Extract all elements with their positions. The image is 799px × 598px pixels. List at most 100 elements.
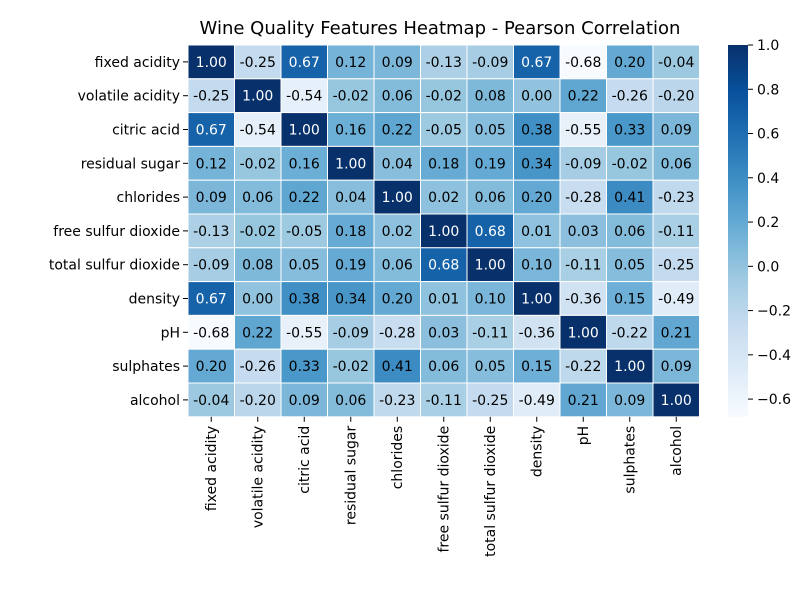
row-label: pH — [161, 325, 180, 341]
cell-value-label: -0.26 — [612, 89, 648, 105]
cell-value-label: 0.67 — [289, 55, 320, 71]
cell-value-label: -0.02 — [240, 224, 276, 240]
heatmap-cell — [187, 213, 235, 249]
heatmap-cell — [606, 247, 654, 283]
heatmap-cell — [606, 44, 654, 80]
cell-value-label: 0.05 — [289, 258, 320, 274]
cell-value-label: 1.00 — [428, 224, 459, 240]
cell-value-label: -0.11 — [658, 224, 694, 240]
colorbar-gradient — [728, 45, 748, 417]
heatmap-cell — [513, 314, 561, 350]
chart-title: Wine Quality Features Heatmap - Pearson … — [200, 18, 681, 39]
cell-value-label: 0.08 — [242, 258, 273, 274]
heatmap-cell — [420, 382, 468, 418]
cell-value-label: -0.54 — [240, 123, 276, 139]
heatmap-cell — [327, 247, 375, 283]
cell-value-label: 0.06 — [242, 190, 273, 206]
heatmap-cell — [373, 382, 421, 418]
cell-value-label: 0.67 — [196, 123, 227, 139]
cell-value-label: 0.06 — [428, 359, 459, 375]
cell-value-label: 0.10 — [521, 258, 552, 274]
heatmap-cell — [466, 281, 514, 316]
cell-value-label: -0.68 — [193, 325, 229, 341]
heatmap-cell — [420, 213, 468, 249]
cell-value-label: -0.55 — [286, 325, 322, 341]
column-label: total sulfur dioxide — [483, 426, 499, 557]
cell-value-label: 1.00 — [335, 156, 366, 172]
row-label: residual sugar — [81, 156, 181, 172]
heatmap-cell — [187, 281, 235, 316]
heatmap-cell — [187, 78, 235, 114]
column-label: fixed acidity — [204, 426, 220, 511]
cell-value-label: 0.22 — [382, 123, 413, 139]
heatmap-cell — [280, 247, 328, 283]
heatmap-cell — [420, 281, 468, 316]
cell-value-label: -0.11 — [426, 393, 462, 409]
cell-value-label: 0.05 — [475, 123, 506, 139]
colorbar-tick-label: −0.2 — [757, 304, 791, 320]
heatmap-cell — [513, 247, 561, 283]
cell-value-label: 0.41 — [382, 359, 413, 375]
heatmap-cell — [280, 348, 328, 384]
cell-value-label: 0.33 — [289, 359, 320, 375]
cell-value-label: -0.13 — [193, 224, 229, 240]
cell-value-label: 0.22 — [289, 190, 320, 206]
column-label: alcohol — [669, 426, 685, 476]
column-label: density — [530, 426, 546, 477]
heatmap-cell — [652, 382, 700, 418]
heatmap-cell — [373, 348, 421, 384]
column-label: residual sugar — [344, 426, 360, 526]
heatmap-cell — [652, 145, 700, 181]
heatmap-cell — [652, 281, 700, 316]
cell-value-label: -0.55 — [565, 123, 601, 139]
cell-value-label: 0.00 — [521, 89, 552, 105]
cell-value-label: 0.02 — [382, 224, 413, 240]
cell-value-label: -0.04 — [193, 393, 229, 409]
cell-value-label: -0.28 — [379, 325, 415, 341]
colorbar-tick-label: 0.0 — [757, 259, 779, 275]
cell-value-label: 0.41 — [614, 190, 645, 206]
cell-value-label: 1.00 — [382, 190, 413, 206]
colorbar-tick-label: 1.0 — [757, 38, 779, 54]
row-label: alcohol — [130, 393, 180, 409]
heatmap-cell — [559, 314, 607, 350]
cell-value-label: 0.04 — [382, 156, 413, 172]
cell-value-label: 1.00 — [289, 123, 320, 139]
heatmap-cell — [559, 348, 607, 384]
cell-value-label: 0.68 — [428, 258, 459, 274]
cell-value-label: -0.49 — [519, 393, 555, 409]
heatmap-cell — [652, 179, 700, 215]
heatmap-cell — [420, 179, 468, 215]
cell-value-label: 0.19 — [335, 258, 366, 274]
cell-value-label: 0.09 — [661, 123, 692, 139]
cell-value-label: 0.22 — [568, 89, 599, 105]
cell-value-label: 0.21 — [568, 393, 599, 409]
row-label: volatile acidity — [78, 89, 180, 105]
cell-value-label: -0.20 — [240, 393, 276, 409]
cell-value-label: 0.09 — [289, 393, 320, 409]
cell-value-label: 0.10 — [475, 292, 506, 308]
colorbar-tick-label: −0.6 — [757, 392, 791, 408]
cell-value-label: 0.20 — [382, 292, 413, 308]
colorbar: 1.0 0.8 0.6 0.4 0.2 0.0 −0.2 −0.4 −0.6 — [728, 38, 791, 417]
column-label: volatile acidity — [251, 426, 267, 528]
heatmap-cell — [234, 247, 282, 283]
heatmap-cell — [559, 179, 607, 215]
heatmap-cell — [559, 78, 607, 114]
column-label: pH — [576, 426, 592, 445]
heatmap-cell — [559, 213, 607, 249]
cell-value-label: 0.20 — [521, 190, 552, 206]
cell-value-label: -0.22 — [565, 359, 601, 375]
cell-value-label: 0.19 — [475, 156, 506, 172]
cell-value-label: 0.16 — [289, 156, 320, 172]
cell-value-label: 0.06 — [382, 89, 413, 105]
cell-value-label: 0.01 — [428, 292, 459, 308]
cell-value-label: 0.09 — [382, 55, 413, 71]
heatmap-cell — [420, 44, 468, 80]
cell-value-label: 0.00 — [242, 292, 273, 308]
heatmap-cell — [559, 247, 607, 283]
cell-value-label: -0.25 — [193, 89, 229, 105]
heatmap-cell — [513, 348, 561, 384]
cell-value-label: -0.02 — [426, 89, 462, 105]
heatmap-cell — [327, 213, 375, 249]
